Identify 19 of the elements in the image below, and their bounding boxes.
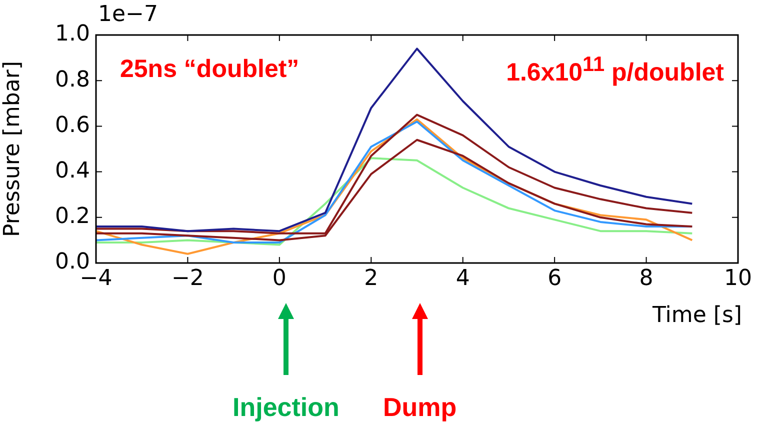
x-tick-label: 2 [364,266,378,291]
y-tick-label: 0.2 [55,204,90,230]
text: 1e−7 [98,2,158,27]
x-tick-label: 8 [639,266,654,291]
y-tick-label: 1.0 [55,22,90,47]
x-tick-label: 4 [456,266,470,291]
y-tick-label: 0.4 [55,158,90,184]
x-tick-label: 6 [548,266,562,291]
x-tick-label: 0 [272,266,286,291]
y-tick-label: 0.6 [55,112,90,138]
x-tick-label: −2 [171,266,204,291]
x-axis-title: Time [s] [652,303,742,328]
x-tick-label: 10 [724,266,752,291]
text: Dump [383,392,457,423]
annotation: 1.6x10$^{11}$ p/doublet [506,53,724,88]
y-tick-label: 0.8 [55,67,90,92]
y-axis-title: Pressure [mbar] [0,60,25,238]
annotation: 25ns “doublet” [120,55,300,84]
text: Injection [232,392,340,423]
